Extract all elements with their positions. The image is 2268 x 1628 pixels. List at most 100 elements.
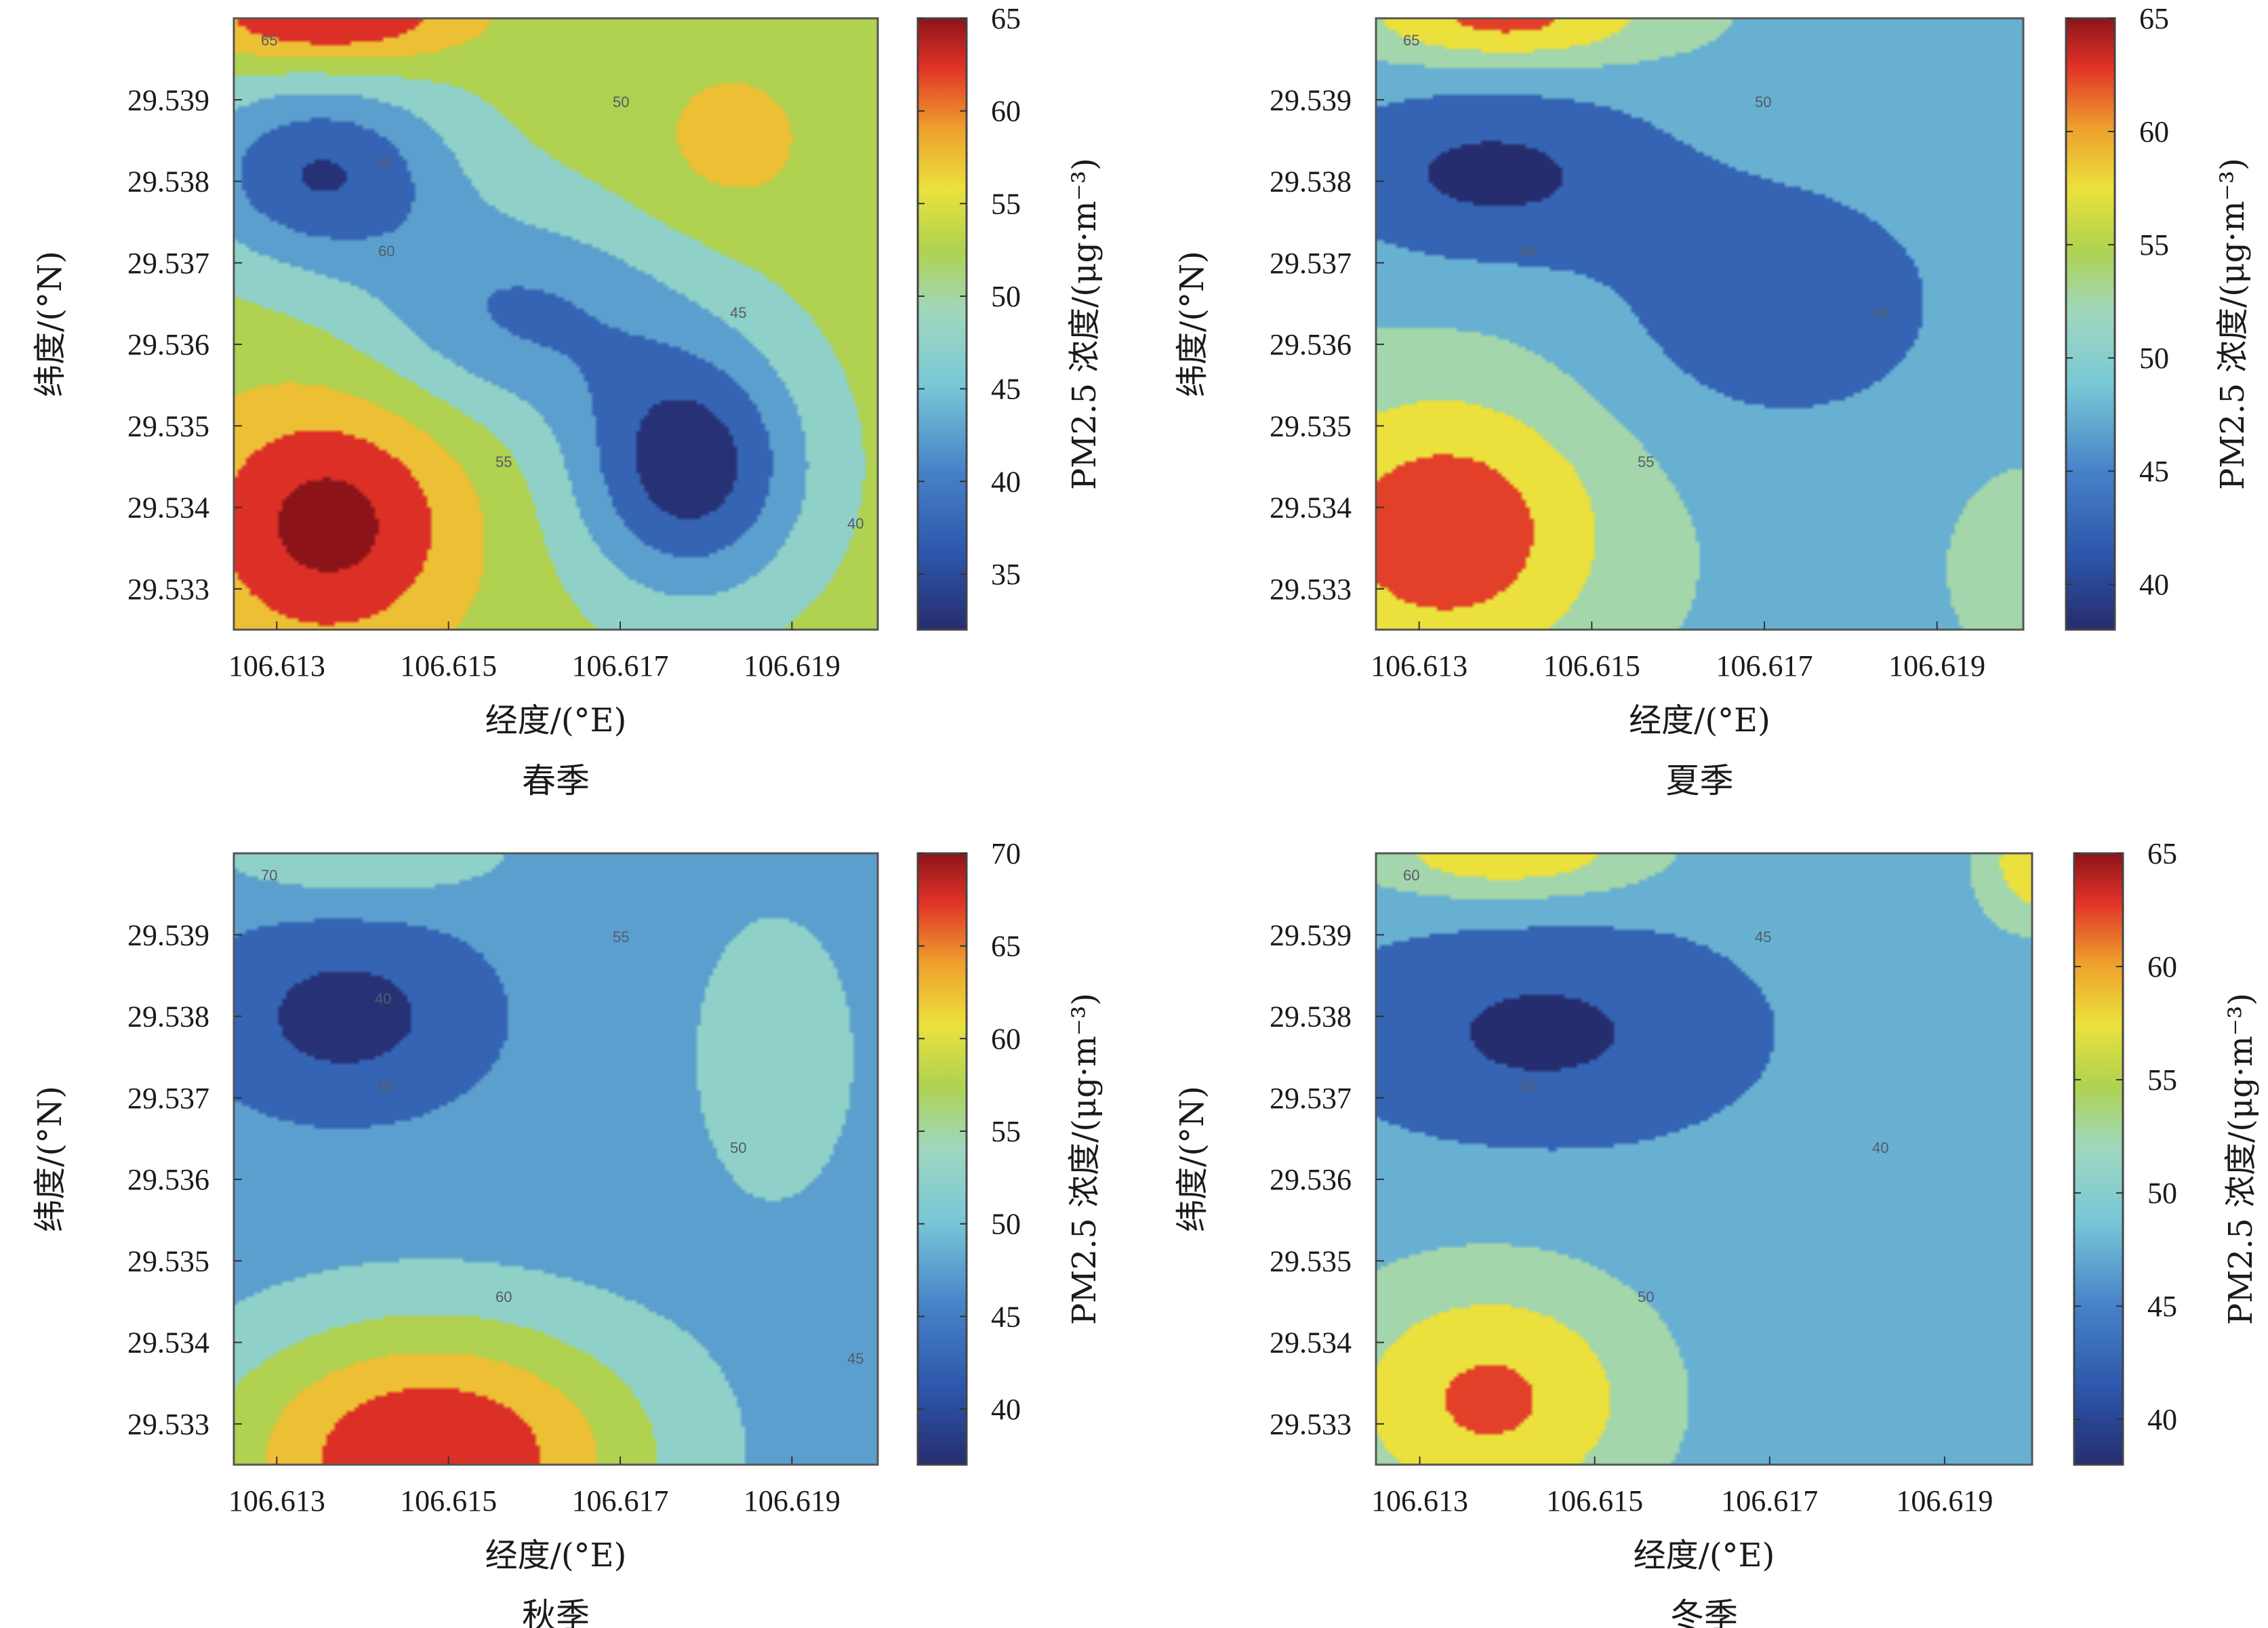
- x-tick-label: 106.613: [1371, 1484, 1468, 1518]
- colorbar-tick-label: 40: [2139, 568, 2169, 601]
- y-tick-label: 29.534: [1270, 491, 1352, 525]
- contour-fill: [1376, 18, 2023, 630]
- y-tick-label: 29.536: [1270, 1163, 1352, 1196]
- y-tick-label: 29.538: [127, 165, 209, 199]
- subplot-title: 秋季: [522, 1596, 590, 1628]
- contour-label: 55: [1520, 1078, 1537, 1095]
- y-tick-label: 29.537: [127, 1082, 209, 1115]
- plot-frame: [232, 17, 879, 631]
- contour-label: 60: [1403, 867, 1419, 884]
- x-tick-label: 106.615: [400, 1484, 497, 1518]
- colorbar-tick-label: 60: [991, 1022, 1021, 1055]
- colorbar: [2065, 17, 2116, 631]
- contour-label: 60: [378, 243, 394, 260]
- colorbar-label: PM2.5 浓度/(μg·m⁻³): [1066, 158, 1103, 490]
- contour-label: 55: [613, 929, 629, 945]
- y-tick-label: 29.535: [127, 409, 209, 443]
- x-axis-label: 经度/(°E): [1629, 701, 1770, 739]
- y-axis-label: 纬度/(°N): [31, 1086, 69, 1232]
- x-tick-label: 106.619: [1896, 1484, 1993, 1518]
- contour-label: 35: [375, 155, 391, 172]
- y-axis-label: 纬度/(°N): [1173, 251, 1211, 397]
- colorbar-tick-label: 40: [2147, 1403, 2177, 1436]
- colorbar-tick-label: 60: [2139, 115, 2169, 148]
- colorbar-tick-label: 65: [2139, 2, 2169, 35]
- x-axis-label: 经度/(°E): [485, 1537, 627, 1574]
- contour-label: 45: [1755, 929, 1771, 945]
- colorbar-tick-label: 45: [991, 1300, 1021, 1333]
- colorbar-tick-label: 50: [991, 280, 1021, 313]
- y-tick-label: 29.536: [127, 1163, 209, 1196]
- colorbar: [916, 17, 968, 631]
- subplot-3: 70 65 60 55 50 45 40 29.539 29.538 29.537 29.536 29…: [31, 837, 1103, 1628]
- subplot-4: 60 55 50 45 40 29.539 29.538 29.537 29.536 29.535…: [1173, 837, 2260, 1628]
- y-tick-label: 29.537: [127, 247, 209, 280]
- y-tick-label: 29.538: [1270, 165, 1352, 199]
- colorbar-tick-label: 65: [2147, 837, 2177, 870]
- x-tick-label: 106.617: [1716, 649, 1813, 683]
- x-tick-label: 106.613: [228, 1484, 325, 1518]
- colorbar-label: PM2.5 浓度/(μg·m⁻³): [1066, 993, 1103, 1325]
- contour-label: 60: [495, 1288, 512, 1305]
- colorbar-tick-label: 35: [991, 558, 1021, 591]
- contour-label: 55: [495, 453, 512, 470]
- y-tick-label: 29.539: [1270, 918, 1352, 952]
- y-tick-label: 29.538: [127, 1000, 209, 1034]
- contour-label: 65: [261, 32, 277, 49]
- colorbar-tick-label: 65: [991, 930, 1021, 963]
- subplot-2: 65 60 55 50 45 29.539 29.538 29.537 29.536 29.535…: [1173, 2, 2252, 800]
- colorbar-tick-label: 50: [2147, 1177, 2177, 1210]
- contour-label: 55: [1638, 453, 1654, 470]
- y-tick-label: 29.536: [1270, 328, 1352, 361]
- y-tick-label: 29.537: [1270, 1082, 1352, 1115]
- subplot-1: 65 60 55 50 45 40 35 29.539 29.538 29.537 29.536 29…: [31, 2, 1103, 800]
- y-tick-label: 29.535: [1270, 1244, 1352, 1278]
- y-tick-label: 29.539: [1270, 83, 1352, 117]
- contour-label: 50: [730, 1139, 746, 1156]
- y-tick-label: 29.538: [1270, 1000, 1352, 1034]
- contour-label: 45: [730, 304, 746, 321]
- x-tick-label: 106.617: [572, 1484, 669, 1518]
- contour-label: 65: [1403, 32, 1419, 49]
- y-tick-label: 29.533: [127, 573, 209, 606]
- contour-label: 70: [261, 867, 277, 884]
- colorbar-tick-label: 70: [991, 837, 1021, 870]
- y-axis-label: 纬度/(°N): [31, 251, 69, 397]
- x-tick-label: 106.619: [744, 649, 841, 683]
- y-tick-label: 29.534: [127, 491, 209, 525]
- colorbar-tick-label: 45: [2139, 455, 2169, 488]
- contour-fill: [1376, 853, 2032, 1465]
- x-tick-label: 106.617: [572, 649, 669, 683]
- colorbar-tick-label: 45: [991, 373, 1021, 406]
- colorbar-tick-label: 60: [2147, 950, 2177, 983]
- plot-frame: [1375, 17, 2025, 631]
- x-tick-label: 106.613: [1371, 649, 1467, 683]
- y-tick-label: 29.533: [127, 1408, 209, 1441]
- colorbar: [916, 852, 968, 1466]
- y-tick-label: 29.535: [1270, 409, 1352, 443]
- y-tick-label: 29.533: [1270, 1408, 1352, 1441]
- contour-fill: [234, 18, 878, 630]
- y-tick-label: 29.534: [1270, 1326, 1352, 1360]
- colorbar-label: PM2.5 浓度/(μg·m⁻³): [2214, 158, 2252, 490]
- colorbar-tick-label: 55: [991, 187, 1021, 220]
- colorbar-tick-label: 45: [2147, 1290, 2177, 1323]
- contour-label: 60: [1520, 243, 1537, 260]
- subplot-title: 夏季: [1666, 761, 1734, 800]
- contour-label: 45: [847, 1350, 864, 1367]
- y-tick-label: 29.539: [127, 918, 209, 952]
- contour-label: 40: [1872, 1139, 1888, 1156]
- colorbar-tick-label: 55: [2139, 228, 2169, 262]
- y-tick-label: 29.539: [127, 83, 209, 117]
- colorbar-tick-label: 50: [991, 1208, 1021, 1241]
- colorbar-tick-label: 40: [991, 1393, 1021, 1426]
- colorbar-tick-label: 65: [991, 2, 1021, 35]
- contour-label: 50: [613, 94, 629, 110]
- y-axis-label: 纬度/(°N): [1173, 1086, 1211, 1232]
- subplot-title: 冬季: [1670, 1596, 1738, 1628]
- x-tick-label: 106.615: [1546, 1484, 1643, 1518]
- contour-label: 50: [1755, 94, 1771, 110]
- y-tick-label: 29.537: [1270, 247, 1352, 280]
- colorbar-tick-label: 55: [991, 1115, 1021, 1148]
